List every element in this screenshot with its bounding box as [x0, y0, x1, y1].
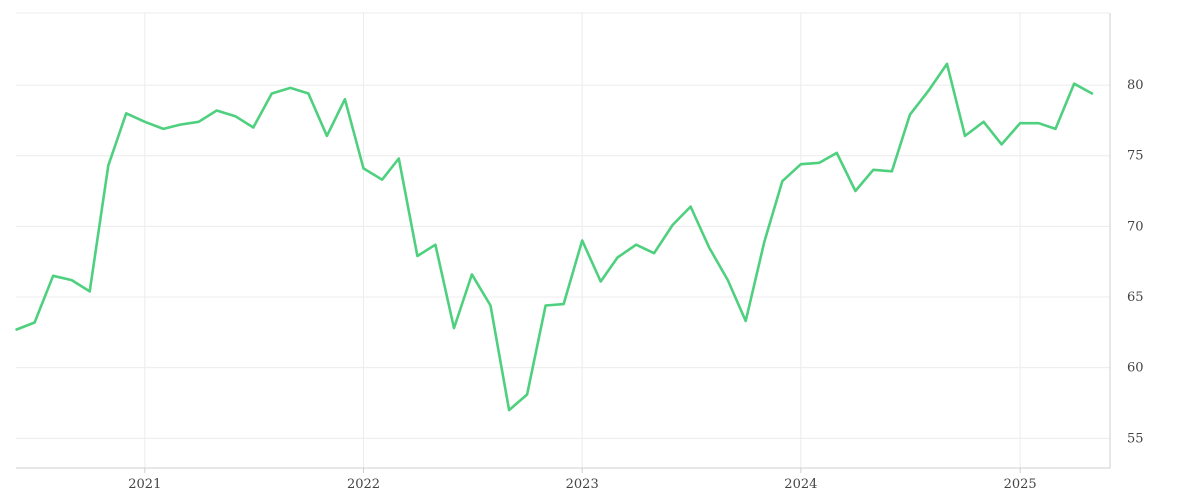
axis-layer: [16, 13, 1111, 473]
y-tick-label: 60: [1127, 361, 1144, 376]
tick-label-layer: 55 60 65 70 75 80 2021 2022 2023 2024 2025: [128, 78, 1143, 492]
x-tick-label: 2023: [566, 477, 599, 492]
x-tick-label: 2021: [128, 477, 161, 492]
y-tick-label: 75: [1127, 149, 1144, 164]
y-tick-label: 55: [1127, 431, 1144, 446]
x-tick-label: 2022: [347, 477, 380, 492]
series-line: [15, 62, 1094, 412]
x-tick-label: 2025: [1004, 477, 1037, 492]
y-tick-label: 80: [1127, 78, 1144, 93]
y-tick-label: 70: [1127, 219, 1144, 234]
y-tick-label: 65: [1127, 290, 1144, 305]
grid-layer: [16, 12, 1110, 468]
series-layer: [15, 62, 1094, 412]
x-tick-label: 2024: [784, 477, 817, 492]
